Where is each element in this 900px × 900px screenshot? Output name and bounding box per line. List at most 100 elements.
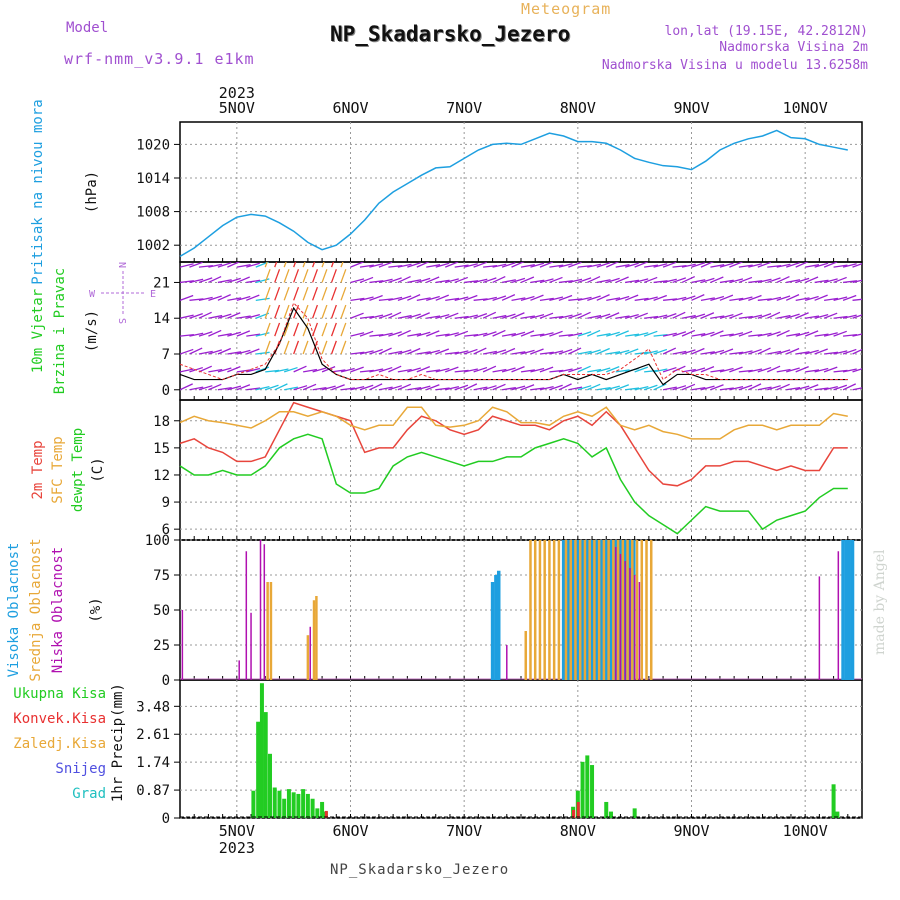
wind-arrow	[492, 368, 507, 373]
total-precip-bar	[835, 811, 840, 818]
wind-arrow	[274, 269, 281, 283]
wind-arrow	[530, 367, 545, 373]
wind-arrow	[416, 331, 431, 337]
wind-arrow	[539, 312, 554, 319]
wind-arrow	[255, 332, 270, 337]
wind-arrow	[454, 276, 468, 284]
wind-arrow	[662, 313, 677, 319]
wind-arrow	[691, 294, 705, 301]
wind-arrow	[644, 369, 659, 373]
wind-arrow	[577, 265, 592, 268]
precip-legend-2: Zaledj.Kisa	[13, 736, 106, 752]
wind-arrow	[549, 276, 563, 284]
wind-arrow	[378, 278, 393, 284]
wind-arrow	[464, 280, 479, 284]
wind-arrow	[804, 295, 819, 301]
wind-arrow	[492, 314, 507, 319]
wind-arrow	[189, 347, 203, 355]
wind-arrow	[634, 366, 649, 373]
wind-arrow	[785, 347, 800, 355]
wind-arrow	[255, 366, 270, 373]
wind-arrow	[180, 383, 193, 391]
wind-arrow	[520, 276, 535, 284]
wind-arrow	[520, 330, 535, 337]
wind-arrow	[283, 262, 287, 268]
wind-arrow	[786, 333, 801, 337]
total-precip-bar	[604, 801, 609, 818]
wind-arrow	[719, 348, 734, 355]
wind-arrow	[208, 314, 223, 319]
wind-arrow	[738, 384, 753, 391]
wind-arrow	[549, 350, 564, 355]
wind-arrow	[378, 386, 393, 391]
y-tick-label: 9	[162, 495, 170, 511]
wind-arrow	[340, 262, 344, 268]
wind-arrow	[861, 281, 862, 283]
wind-arrow	[776, 263, 791, 268]
y-tick-label: 50	[153, 603, 170, 619]
wind-arrow	[217, 367, 232, 373]
wind-arrow	[804, 349, 819, 355]
wind-arrow	[653, 348, 668, 355]
wind-arrow	[577, 296, 592, 301]
wind-arrow	[312, 367, 327, 373]
y-tick-label: 0	[162, 811, 170, 827]
wind-arrow	[748, 383, 762, 391]
wind-arrow	[369, 334, 384, 337]
wind-arrow	[255, 385, 270, 391]
wind-arrow	[757, 278, 772, 284]
wind-arrow	[672, 277, 687, 284]
wind-arrow	[435, 348, 450, 355]
total-precip-bar	[580, 761, 585, 818]
wind-arrow	[388, 365, 402, 373]
wind-arrow	[757, 262, 772, 268]
wind-arrow	[416, 366, 431, 373]
wind-arrow	[369, 348, 383, 355]
dewpt-line	[179, 433, 848, 535]
wind-arrow	[615, 330, 629, 337]
wind-arrow	[236, 264, 251, 268]
total-precip-bar	[585, 755, 590, 818]
wind-arrow	[454, 296, 469, 301]
wind-arrow	[426, 315, 441, 319]
wind-arrow	[700, 385, 715, 391]
total-precip-bar	[296, 793, 301, 818]
wind-arrow	[407, 386, 422, 391]
wind-arrow	[293, 269, 300, 283]
wind-arrow	[511, 297, 526, 301]
wind-arrow	[416, 262, 430, 268]
wind-arrow	[577, 385, 592, 391]
wind-arrow	[681, 329, 696, 337]
wind-arrow	[842, 280, 858, 284]
wind-arrow	[596, 294, 610, 301]
wind-arrow	[823, 262, 838, 268]
wind-unit: (m/s)	[84, 310, 100, 352]
wind-arrow	[823, 385, 838, 391]
wind-arrow	[255, 297, 270, 301]
wind-arrow	[606, 277, 620, 284]
wind-arrow	[378, 366, 393, 373]
year-label-bottom: 2023	[219, 839, 255, 857]
wind-arrow	[359, 296, 374, 301]
wind-arrow	[388, 385, 402, 391]
wind-arrow	[208, 263, 223, 268]
wind-arrow	[511, 366, 525, 373]
wind-axis-title: 10m Vjetar	[30, 289, 46, 373]
wind-arrow	[814, 294, 828, 301]
wind-arrow	[824, 297, 839, 301]
wind-arrow	[227, 366, 241, 373]
wind-arrow	[691, 333, 706, 337]
wind-arrow	[265, 384, 279, 391]
wind-arrow	[236, 315, 251, 319]
wind-arrow	[606, 331, 620, 337]
temp-unit: (C)	[90, 457, 106, 482]
wind-arrow	[454, 330, 469, 337]
wind-arrow	[501, 347, 516, 355]
precip-legend-3: Snijeg	[55, 761, 106, 777]
wind-arrow	[842, 383, 857, 391]
wind-arrow	[785, 294, 800, 301]
wind-arrow	[321, 340, 328, 355]
wind-arrow	[264, 304, 271, 319]
wind-arrow	[407, 367, 421, 373]
wind-arrow	[330, 269, 337, 283]
